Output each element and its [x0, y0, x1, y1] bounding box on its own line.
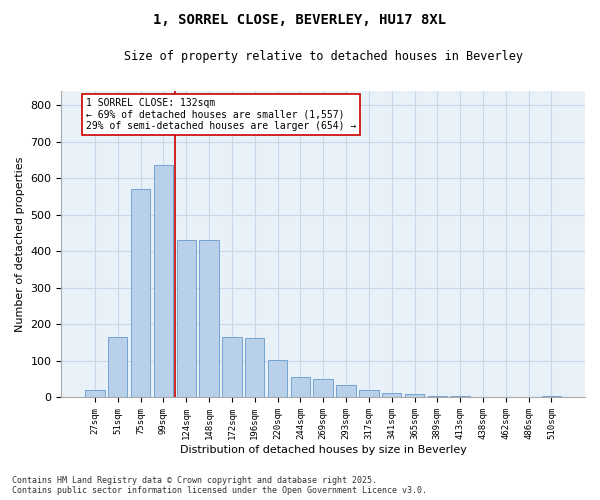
Text: Contains HM Land Registry data © Crown copyright and database right 2025.
Contai: Contains HM Land Registry data © Crown c…: [12, 476, 427, 495]
Bar: [268, 360, 287, 398]
Title: Size of property relative to detached houses in Beverley: Size of property relative to detached ho…: [124, 50, 523, 63]
Bar: [131, 189, 150, 398]
Bar: [473, 396, 493, 398]
Bar: [245, 338, 265, 398]
Bar: [451, 396, 470, 398]
Bar: [405, 394, 424, 398]
Bar: [542, 396, 561, 398]
Y-axis label: Number of detached properties: Number of detached properties: [15, 156, 25, 332]
Bar: [359, 390, 379, 398]
Bar: [222, 337, 242, 398]
Bar: [428, 396, 447, 398]
Bar: [382, 392, 401, 398]
Bar: [313, 379, 333, 398]
Bar: [290, 378, 310, 398]
Bar: [154, 166, 173, 398]
Text: 1 SORREL CLOSE: 132sqm
← 69% of detached houses are smaller (1,557)
29% of semi-: 1 SORREL CLOSE: 132sqm ← 69% of detached…: [86, 98, 356, 131]
Text: 1, SORREL CLOSE, BEVERLEY, HU17 8XL: 1, SORREL CLOSE, BEVERLEY, HU17 8XL: [154, 12, 446, 26]
Bar: [176, 240, 196, 398]
Bar: [199, 240, 219, 398]
Bar: [85, 390, 104, 398]
Bar: [337, 386, 356, 398]
Bar: [108, 337, 127, 398]
X-axis label: Distribution of detached houses by size in Beverley: Distribution of detached houses by size …: [180, 445, 467, 455]
